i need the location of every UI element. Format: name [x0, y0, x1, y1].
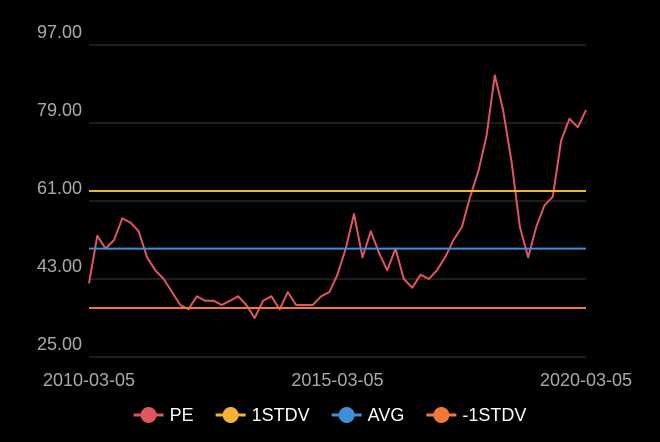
legend-swatch [433, 407, 450, 423]
legend-label: 1STDV [252, 405, 310, 425]
y-tick-label: 25.00 [37, 334, 82, 354]
legend-item: -1STDV [426, 405, 526, 425]
legend-swatch [338, 407, 355, 423]
legend-label: PE [170, 405, 194, 425]
y-tick-label: 61.00 [37, 178, 82, 198]
legend: PE 1STDV AVG -1STDV [133, 405, 526, 425]
y-tick-label: 97.00 [37, 22, 82, 42]
legend-swatch [222, 407, 239, 423]
y-tick-label: 79.00 [37, 100, 82, 120]
legend-swatch [140, 407, 157, 423]
x-tick-label: 2020-03-05 [540, 370, 632, 390]
pe-line [88, 74, 587, 319]
x-tick-label: 2015-03-05 [291, 370, 383, 390]
legend-item: AVG [331, 405, 405, 425]
legend-label: AVG [368, 405, 405, 425]
y-tick-label: 43.00 [37, 256, 82, 276]
x-tick-label: 2010-03-05 [43, 370, 135, 390]
legend-label: -1STDV [462, 405, 526, 425]
legend-item: PE [133, 405, 194, 425]
legend-item: 1STDV [215, 405, 310, 425]
